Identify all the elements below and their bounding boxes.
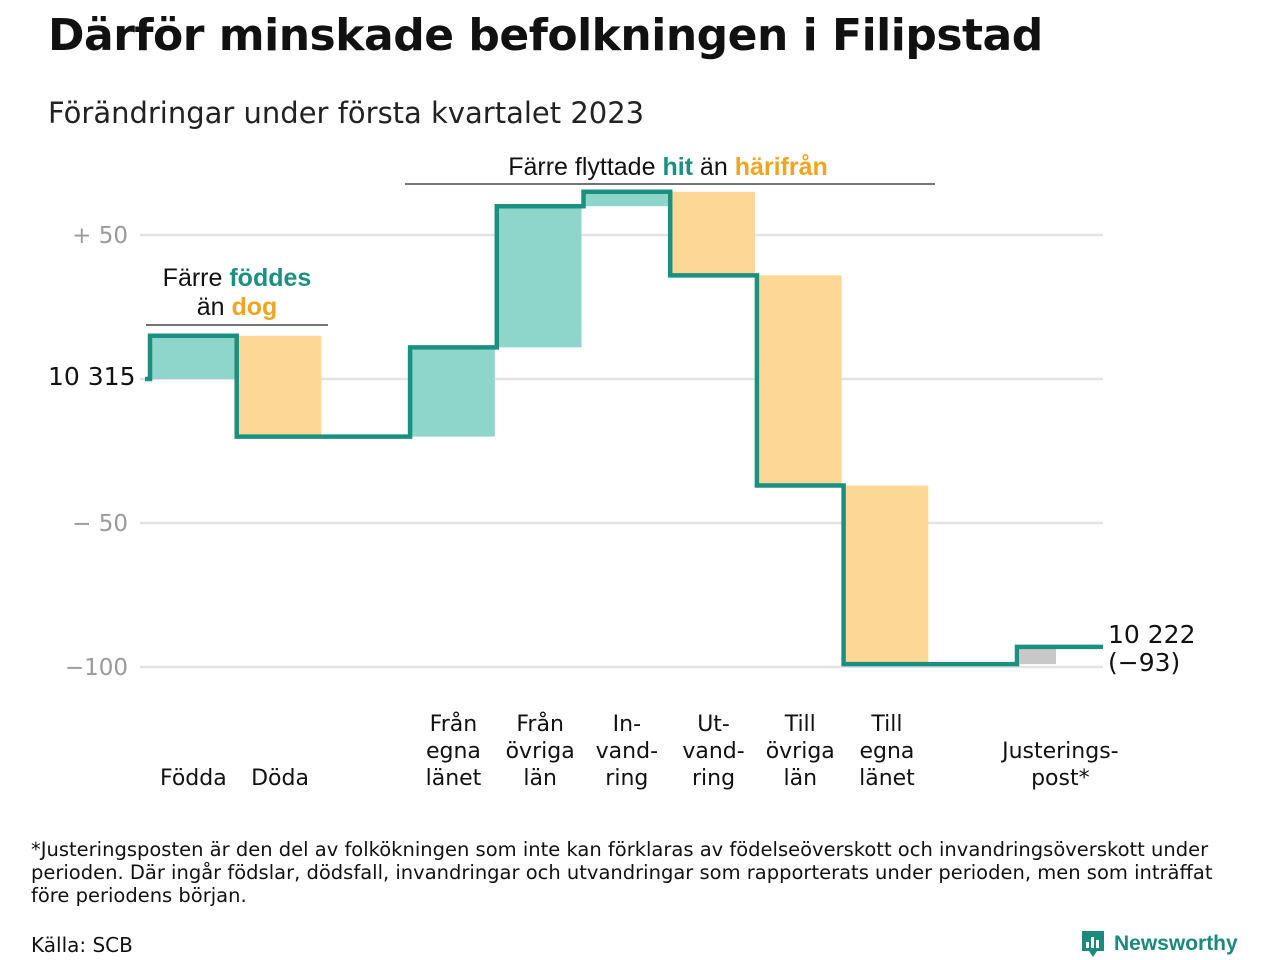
annotation-migration-hit: hit [662, 153, 693, 181]
category-label: post* [1031, 766, 1090, 791]
category-label: ring [692, 766, 735, 791]
y-tick-label: + 50 [72, 223, 128, 249]
category-label: övriga [506, 739, 575, 764]
bar-decrease [670, 191, 755, 276]
category-label: övriga [766, 739, 835, 764]
category-label: vand- [682, 739, 744, 764]
annotation-deaths-bold: dog [231, 293, 277, 321]
category-labels: Födda DödaFrånegnalänetFrånövrigalänIn-va… [160, 711, 1119, 791]
y-tick-label: −100 [65, 655, 128, 681]
annotation-deaths-text: än [197, 293, 232, 321]
chart-subtitle: Förändringar under första kvartalet 2023 [48, 96, 645, 130]
bar-decrease [756, 275, 842, 486]
bar-decrease [236, 335, 322, 437]
category-label: Till [784, 712, 816, 737]
category-label: Födda [160, 766, 227, 791]
bar-increase [410, 347, 495, 437]
end-change-label: (−93) [1108, 648, 1180, 677]
bar-increase [583, 191, 669, 207]
step-line [145, 189, 1103, 667]
svg-text:Färre föddes: Färre föddes [163, 264, 312, 292]
y-tick-label: − 50 [72, 511, 128, 537]
bars [150, 191, 1057, 665]
category-label: In- [613, 712, 641, 737]
annotation-births-deaths: Färre föddes än dog [146, 264, 328, 326]
annotation-migration-text: Färre flyttade [508, 153, 662, 181]
footnote: *Justeringsposten är den del av folkökni… [31, 838, 1213, 907]
chart-title: Därför minskade befolkningen i Filipstad [48, 10, 1043, 61]
bar-chart-logo-icon [1082, 931, 1104, 957]
category-label: egna [426, 739, 481, 764]
cumulative-step-line [145, 189, 1103, 667]
category-label: ring [605, 766, 648, 791]
category-label: länet [859, 766, 915, 791]
y-axis-ticks: + 50 − 50 −100 [65, 223, 128, 681]
bar-adjustment [1019, 646, 1057, 665]
start-value-label: 10 315 [48, 362, 135, 391]
annotation-births-bold: föddes [229, 264, 311, 292]
category-label: Från [516, 711, 564, 737]
brand-logo[interactable]: Newsworthy [1080, 928, 1238, 960]
bar-increase [496, 206, 582, 348]
category-label: Döda [251, 766, 309, 791]
bar-decrease [843, 485, 929, 665]
category-label: Till [870, 712, 902, 737]
category-label: Justerings- [1000, 739, 1119, 764]
svg-text:Färre flyttade hit än härifrån: Färre flyttade hit än härifrån [508, 153, 828, 181]
category-label: län [783, 766, 817, 791]
source-label: Källa: SCB [31, 933, 133, 957]
category-label: Från [430, 711, 478, 737]
category-label: län [523, 766, 557, 791]
annotation-migration-mid: än [693, 153, 735, 181]
brand-name: Newsworthy [1114, 932, 1238, 955]
end-value-label: 10 222 [1108, 620, 1195, 649]
svg-text:än dog: än dog [197, 293, 278, 321]
waterfall-chart: + 50 − 50 −100 Färre föddes än dog Färre f… [48, 153, 1195, 791]
annotation-births-text: Färre [163, 264, 230, 292]
category-label: vand- [596, 739, 658, 764]
annotation-migration: Färre flyttade hit än härifrån [405, 153, 935, 185]
category-label: Ut- [697, 712, 730, 737]
annotation-migration-harifran: härifrån [735, 153, 828, 181]
bar-increase [150, 335, 235, 379]
gridlines [140, 233, 1103, 669]
category-label: egna [859, 739, 914, 764]
category-label: länet [426, 766, 482, 791]
